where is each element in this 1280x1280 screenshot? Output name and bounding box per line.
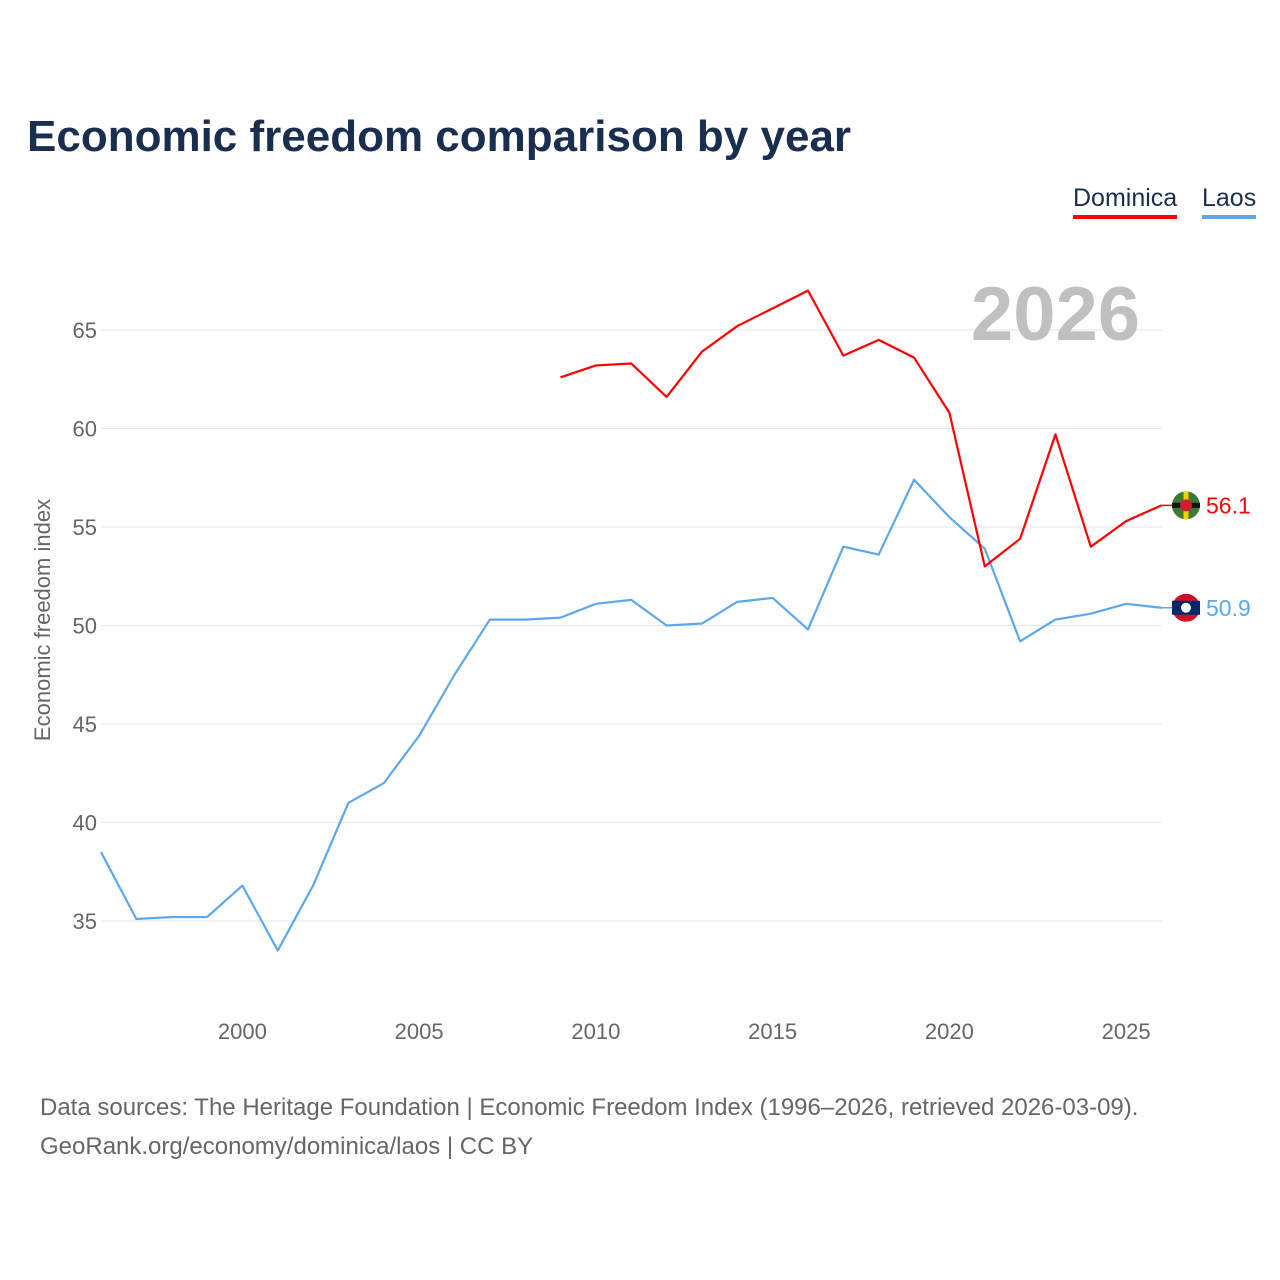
end-value-label: 50.9 xyxy=(1206,595,1251,621)
y-tick-label: 45 xyxy=(73,712,97,737)
x-tick-label: 2010 xyxy=(571,1019,620,1044)
end-value-label: 56.1 xyxy=(1206,492,1251,518)
x-tick-label: 2015 xyxy=(748,1019,797,1044)
flag-disc xyxy=(1180,499,1192,512)
y-tick-label: 55 xyxy=(73,515,97,540)
year-watermark: 2026 xyxy=(971,272,1140,357)
footer-sources: Data sources: The Heritage Foundation | … xyxy=(40,1094,1139,1121)
series-line-laos xyxy=(100,478,1162,952)
legend-laos[interactable]: Laos xyxy=(1202,184,1257,219)
y-tick-label: 60 xyxy=(73,417,97,442)
series-line-dominica xyxy=(560,289,1162,568)
x-tick-label: 2025 xyxy=(1102,1019,1151,1044)
y-tick-label: 65 xyxy=(73,318,97,343)
flag-disc xyxy=(1181,602,1191,613)
legend-dominica[interactable]: Dominica xyxy=(1073,184,1178,219)
footer: Data sources: The Heritage Foundation | … xyxy=(40,1088,1138,1166)
footer-attribution[interactable]: GeoRank.org/economy/dominica/laos | CC B… xyxy=(40,1133,534,1160)
y-tick-label: 35 xyxy=(73,909,97,934)
x-tick-label: 2005 xyxy=(395,1019,444,1044)
y-tick-label: 40 xyxy=(73,811,97,836)
y-tick-label: 50 xyxy=(73,614,97,639)
y-axis-label: Economic freedom index xyxy=(30,499,55,741)
x-tick-label: 2000 xyxy=(218,1019,267,1044)
chart-title: Economic freedom comparison by year xyxy=(27,112,852,161)
x-tick-label: 2020 xyxy=(925,1019,974,1044)
